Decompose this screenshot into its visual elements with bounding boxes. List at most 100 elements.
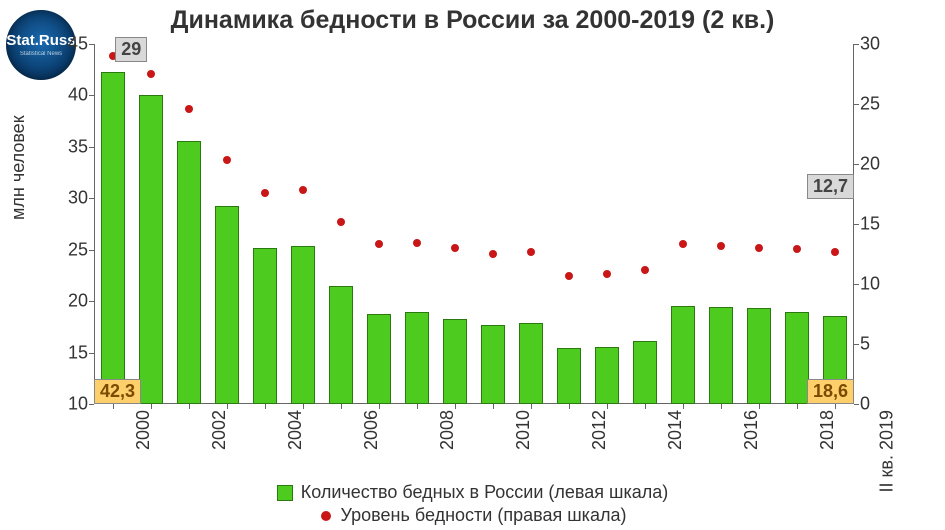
x-axis-line xyxy=(94,403,854,404)
bar xyxy=(405,312,429,404)
x-tick-mark xyxy=(417,404,418,409)
x-tick-mark xyxy=(151,404,152,409)
scatter-dot xyxy=(413,239,421,247)
bar xyxy=(367,314,391,405)
y-right-tick-label: 20 xyxy=(860,154,900,175)
x-tick-label: 2010 xyxy=(513,410,534,450)
callout-label: 18,6 xyxy=(807,379,854,404)
x-tick-mark xyxy=(113,404,114,409)
bar xyxy=(329,286,353,404)
scatter-dot xyxy=(641,266,649,274)
scatter-dot xyxy=(147,70,155,78)
chart-container: Stat.Russ Statistical News Динамика бедн… xyxy=(0,0,945,530)
scatter-dot xyxy=(375,240,383,248)
bar xyxy=(519,323,543,404)
y-right-tick-mark xyxy=(854,164,859,165)
y-left-axis-label: млн человек xyxy=(8,115,29,220)
y-left-tick-label: 40 xyxy=(48,85,88,106)
x-tick-mark xyxy=(379,404,380,409)
y-left-tick-label: 35 xyxy=(48,136,88,157)
bar xyxy=(747,308,771,404)
y-left-tick-label: 45 xyxy=(48,34,88,55)
y-right-tick-label: 10 xyxy=(860,274,900,295)
bar-swatch-icon xyxy=(277,485,293,501)
y-left-tick-mark xyxy=(89,250,94,251)
y-left-tick-label: 30 xyxy=(48,188,88,209)
y-left-tick-mark xyxy=(89,147,94,148)
scatter-dot xyxy=(299,186,307,194)
y-left-tick-mark xyxy=(89,301,94,302)
bar xyxy=(291,246,315,404)
y-right-tick-label: 30 xyxy=(860,34,900,55)
y-right-tick-mark xyxy=(854,404,859,405)
callout-label: 12,7 xyxy=(807,174,854,199)
x-tick-mark xyxy=(835,404,836,409)
x-tick-mark xyxy=(227,404,228,409)
x-tick-label: 2014 xyxy=(665,410,686,450)
bar xyxy=(139,95,163,404)
x-tick-label: 2018 xyxy=(817,410,838,450)
callout-label: 42,3 xyxy=(94,379,141,404)
callout-label: 29 xyxy=(115,37,147,62)
x-tick-label: 2002 xyxy=(209,410,230,450)
x-tick-mark xyxy=(797,404,798,409)
y-right-tick-mark xyxy=(854,44,859,45)
y-right-tick-mark xyxy=(854,284,859,285)
x-tick-label: 2008 xyxy=(437,410,458,450)
bar xyxy=(557,348,581,404)
bar xyxy=(253,248,277,404)
y-right-tick-label: 25 xyxy=(860,94,900,115)
dot-swatch-icon xyxy=(321,511,331,521)
y-left-tick-label: 25 xyxy=(48,239,88,260)
y-right-tick-label: 5 xyxy=(860,334,900,355)
scatter-dot xyxy=(337,218,345,226)
x-tick-mark xyxy=(265,404,266,409)
legend: Количество бедных в России (левая шкала)… xyxy=(0,482,945,526)
x-tick-label: II кв. 2019 xyxy=(876,410,897,493)
bar xyxy=(215,206,239,405)
x-tick-mark xyxy=(493,404,494,409)
scatter-dot xyxy=(603,270,611,278)
legend-item-dots: Уровень бедности (правая шкала) xyxy=(319,505,627,526)
x-tick-mark xyxy=(759,404,760,409)
y-right-tick-mark xyxy=(854,224,859,225)
bar xyxy=(709,307,733,404)
y-left-tick-label: 15 xyxy=(48,342,88,363)
x-tick-mark xyxy=(341,404,342,409)
y-left-tick-mark xyxy=(89,198,94,199)
y-right-tick-mark xyxy=(854,344,859,345)
y-left-axis-line xyxy=(94,44,95,404)
scatter-dot xyxy=(679,240,687,248)
y-left-tick-mark xyxy=(89,404,94,405)
x-tick-mark xyxy=(645,404,646,409)
y-left-tick-mark xyxy=(89,353,94,354)
scatter-dot xyxy=(451,244,459,252)
scatter-dot xyxy=(831,248,839,256)
bar xyxy=(785,312,809,404)
legend-label-bars: Количество бедных в России (левая шкала) xyxy=(301,482,669,503)
x-tick-label: 2000 xyxy=(133,410,154,450)
x-tick-label: 2004 xyxy=(285,410,306,450)
scatter-dot xyxy=(489,250,497,258)
bar xyxy=(443,319,467,404)
plot-area: 1015202530354045051015202530200020022004… xyxy=(94,44,854,404)
x-tick-label: 2006 xyxy=(361,410,382,450)
x-tick-mark xyxy=(455,404,456,409)
bar xyxy=(481,325,505,404)
scatter-dot xyxy=(185,105,193,113)
x-tick-mark xyxy=(569,404,570,409)
x-tick-mark xyxy=(607,404,608,409)
y-left-tick-label: 10 xyxy=(48,394,88,415)
x-tick-mark xyxy=(303,404,304,409)
scatter-dot xyxy=(717,242,725,250)
x-tick-mark xyxy=(531,404,532,409)
scatter-dot xyxy=(527,248,535,256)
y-left-tick-mark xyxy=(89,95,94,96)
scatter-dot xyxy=(793,245,801,253)
scatter-dot xyxy=(565,272,573,280)
scatter-dot xyxy=(261,189,269,197)
bar xyxy=(177,141,201,404)
x-tick-label: 2012 xyxy=(589,410,610,450)
x-tick-label: 2016 xyxy=(741,410,762,450)
y-right-tick-mark xyxy=(854,104,859,105)
